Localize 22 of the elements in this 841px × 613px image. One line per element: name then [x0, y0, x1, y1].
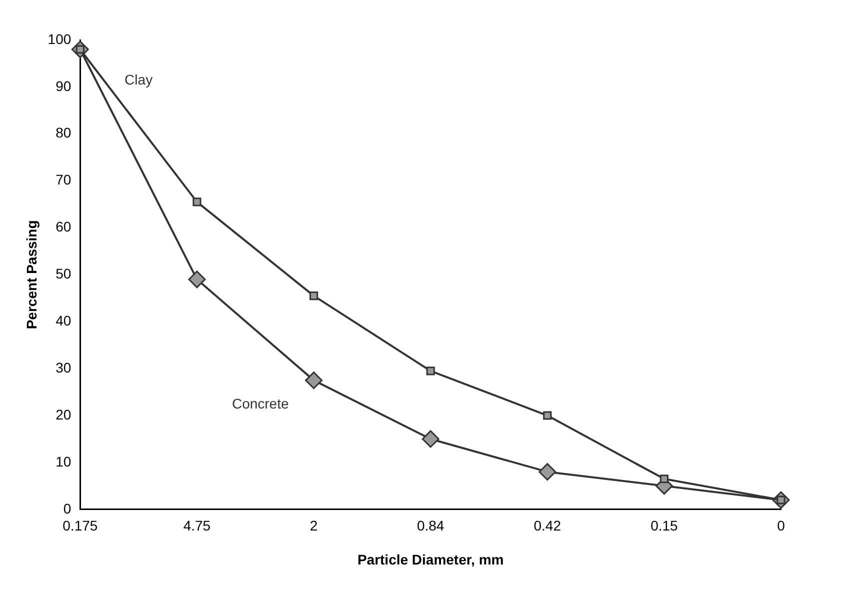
- series-label: Clay: [124, 72, 153, 88]
- x-tick-label: 0.175: [62, 518, 98, 534]
- series-label: Concrete: [232, 396, 289, 412]
- x-tick-label: 0.42: [534, 518, 562, 534]
- y-tick-label: 50: [56, 266, 72, 282]
- x-axis-title: Particle Diameter, mm: [357, 551, 504, 568]
- x-tick-label: 2: [310, 518, 318, 534]
- y-axis-title: Percent Passing: [23, 220, 40, 330]
- y-tick-label: 40: [56, 312, 72, 328]
- x-tick-label: 0.15: [650, 518, 678, 534]
- y-tick-label: 20: [56, 406, 72, 422]
- x-tick-label: 0.84: [416, 518, 444, 534]
- x-tick-label: 0: [777, 518, 786, 534]
- x-tick-label: 4.75: [183, 518, 211, 534]
- y-tick-label: 0: [63, 500, 72, 516]
- y-tick-label: 90: [56, 78, 72, 94]
- y-tick-label: 30: [56, 359, 72, 376]
- y-tick-label: 70: [56, 172, 72, 188]
- y-tick-label: 10: [56, 453, 72, 470]
- y-tick-label: 100: [48, 30, 72, 47]
- y-tick-label: 80: [56, 124, 72, 141]
- y-tick-label: 60: [56, 218, 72, 235]
